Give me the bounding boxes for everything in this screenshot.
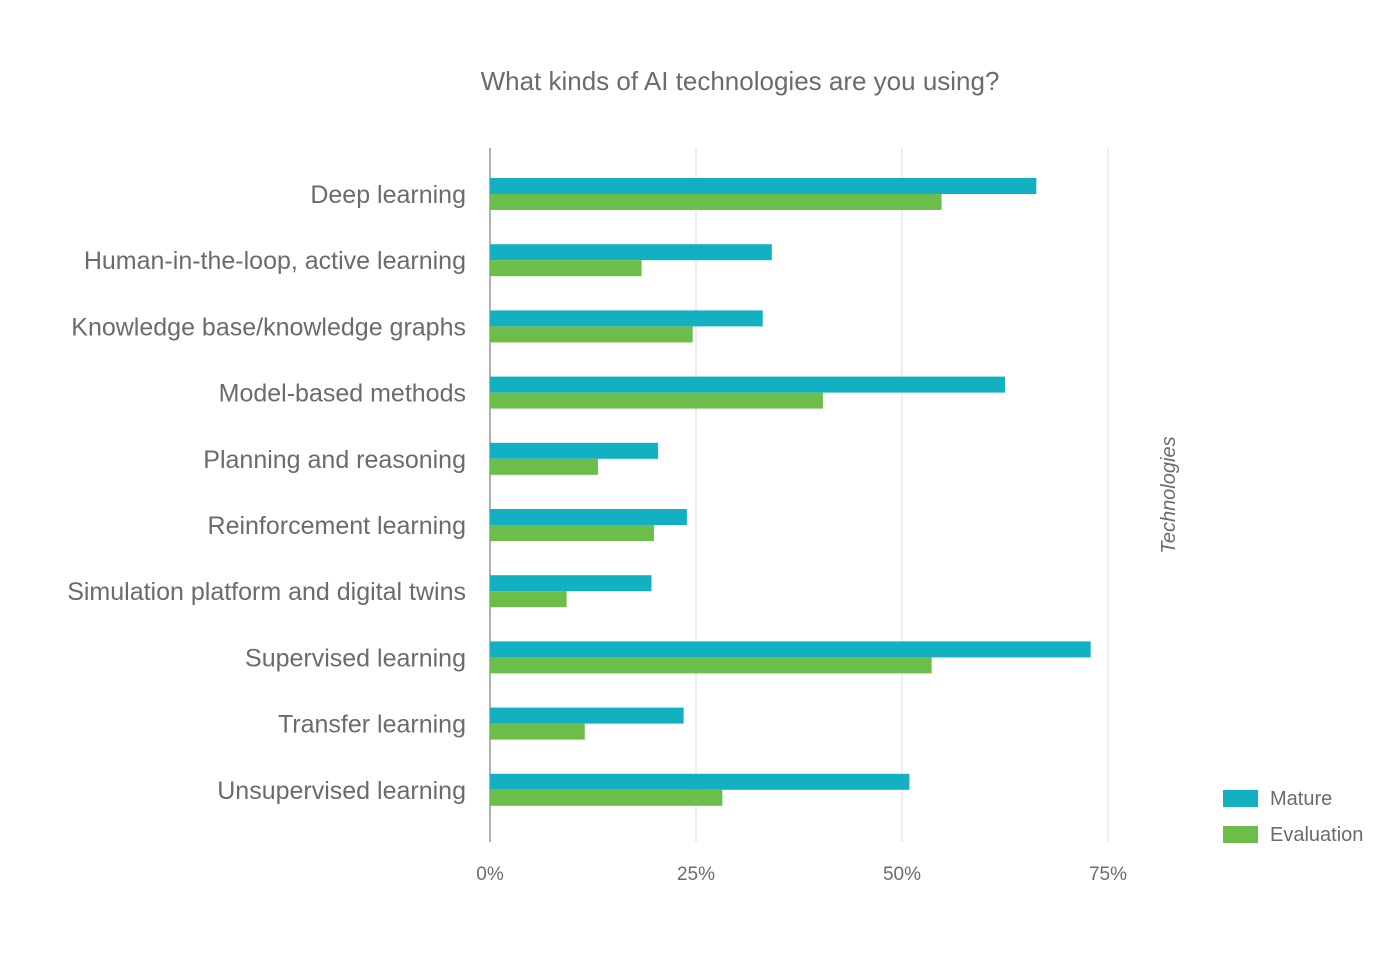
bar-mature-3 [490,376,1005,393]
category-label: Human-in-the-loop, active learning [84,247,466,275]
bar-evaluation-7 [490,657,932,674]
bar-mature-5 [490,509,687,525]
category-label: Simulation platform and digital twins [67,578,466,606]
bar-mature-7 [490,641,1091,658]
chart-title: What kinds of AI technologies are you us… [481,66,1000,96]
bar-mature-8 [490,707,684,724]
bar-evaluation-3 [490,392,823,409]
legend-label: Mature [1270,788,1332,810]
category-label: Reinforcement learning [208,512,466,540]
bar-evaluation-0 [490,194,942,210]
category-label: Unsupervised learning [217,777,466,805]
category-label: Knowledge base/knowledge graphs [71,313,466,341]
category-label: Deep learning [310,181,466,209]
bar-mature-9 [490,773,910,790]
tick-labels: 0% 25% 50% 75% [476,864,1127,885]
category-labels: Deep learning Human-in-the-loop, active l… [67,181,466,805]
bar-mature-1 [490,244,772,261]
bar-evaluation-1 [490,260,642,277]
bar-mature-4 [490,442,659,459]
bar-evaluation-2 [490,326,693,343]
legend-swatch [1223,826,1258,843]
y-axis-label: Technologies [1158,436,1180,553]
bar-mature-0 [490,178,1037,194]
legend-label: Evaluation [1270,824,1363,846]
x-tick-label: 50% [883,864,921,885]
category-label: Supervised learning [245,644,466,672]
legend-swatch [1223,790,1258,807]
bar-evaluation-5 [490,525,654,541]
category-label: Model-based methods [219,380,466,408]
bar-evaluation-9 [490,789,723,806]
bar-evaluation-8 [490,723,585,740]
bar-evaluation-6 [490,591,567,608]
x-tick-label: 0% [476,864,504,885]
bar-evaluation-4 [490,458,598,475]
x-tick-label: 75% [1089,864,1127,885]
bar-mature-2 [490,310,763,327]
bars-layer [490,178,1091,806]
bar-mature-6 [490,575,652,592]
category-label: Planning and reasoning [203,446,466,474]
x-tick-label: 25% [677,864,715,885]
legend: Mature Evaluation [1223,788,1363,846]
category-label: Transfer learning [278,711,466,739]
